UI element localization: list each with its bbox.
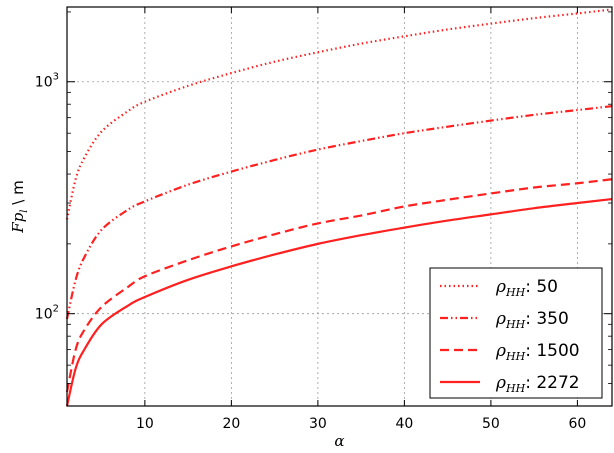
x-axis-label: α	[334, 432, 344, 450]
x-tick-labels: 10 20 30 40 50 60	[136, 416, 586, 432]
y-axis-label: Fpl \ m	[9, 180, 30, 233]
x-tick-label: 50	[482, 416, 500, 432]
y-tick-label: 103	[35, 72, 59, 91]
y-tick-label: 102	[35, 304, 59, 323]
legend-label-50: ρHH: 50	[495, 277, 558, 299]
x-tick-label: 10	[136, 416, 154, 432]
y-axis-label-unit: \ m	[9, 180, 27, 209]
y-axis-label-main: Fp	[9, 212, 27, 233]
x-tick-label: 40	[395, 416, 413, 432]
y-tick-labels: 102 103	[35, 72, 59, 323]
x-tick-label: 60	[568, 416, 586, 432]
x-tick-label: 20	[222, 416, 240, 432]
x-tick-label: 30	[309, 416, 327, 432]
